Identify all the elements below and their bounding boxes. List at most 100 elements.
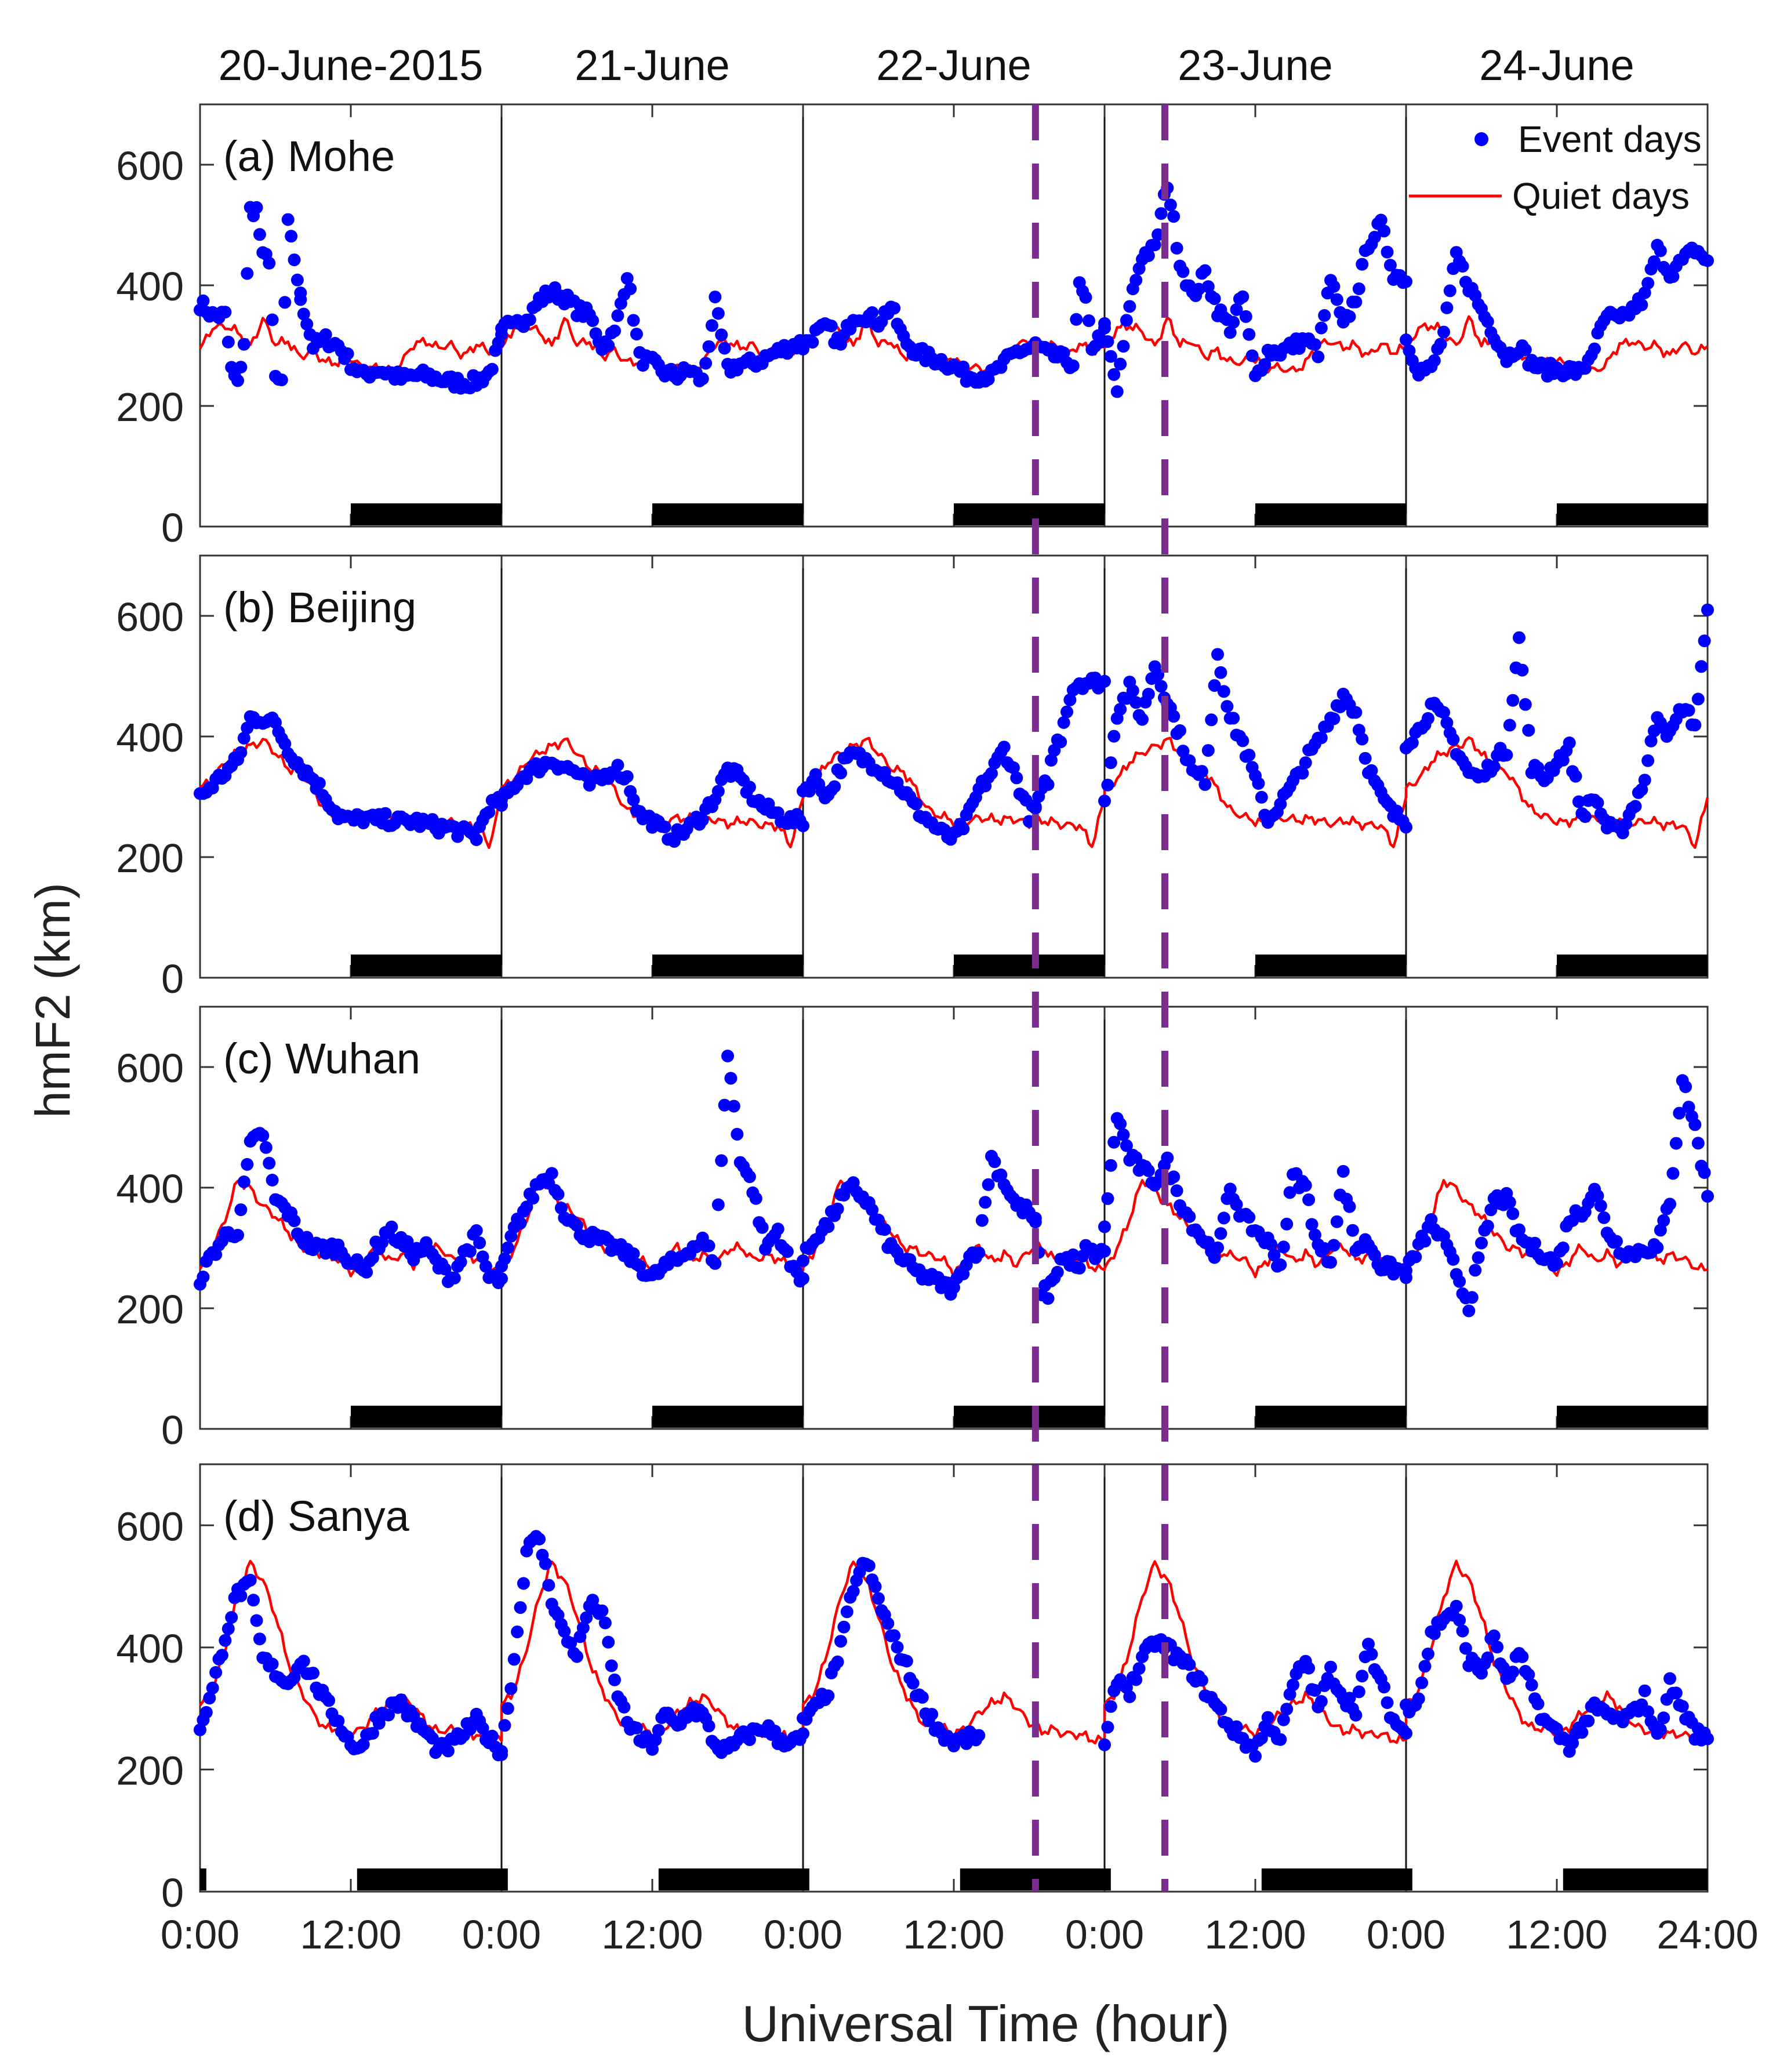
event-dot bbox=[379, 807, 392, 820]
event-dot bbox=[1170, 242, 1183, 255]
event-dot bbox=[1343, 1692, 1356, 1705]
event-dot bbox=[1324, 1660, 1337, 1674]
event-dot bbox=[1227, 315, 1240, 329]
event-dot bbox=[630, 1721, 643, 1734]
event-dot bbox=[1638, 774, 1651, 787]
event-dot bbox=[979, 1196, 992, 1209]
event-dot bbox=[1569, 770, 1582, 783]
event-dot bbox=[831, 1202, 844, 1215]
event-dot bbox=[253, 228, 266, 241]
panel-frame bbox=[199, 554, 1709, 979]
x-tick-label: 0:00 bbox=[1065, 1912, 1144, 1957]
event-dot bbox=[1469, 1264, 1482, 1277]
event-dot bbox=[1054, 735, 1067, 749]
event-dot bbox=[1214, 1227, 1227, 1240]
event-dot bbox=[602, 339, 615, 352]
event-dot bbox=[797, 1272, 809, 1285]
event-dot bbox=[1142, 1164, 1155, 1177]
event-dot bbox=[1243, 1211, 1256, 1224]
event-dot bbox=[1308, 1683, 1321, 1697]
event-dot bbox=[241, 1157, 254, 1171]
event-days-dots bbox=[194, 1530, 1714, 1763]
y-axis-label: hmF2 (km) bbox=[26, 883, 80, 1118]
event-dot bbox=[598, 1616, 612, 1630]
event-dot bbox=[1217, 1211, 1230, 1225]
event-dot bbox=[862, 1559, 876, 1572]
event-dot bbox=[266, 1657, 279, 1671]
nighttime-bar bbox=[1557, 1406, 1708, 1428]
event-dot bbox=[1114, 357, 1127, 371]
event-dot bbox=[1082, 314, 1095, 327]
event-dot bbox=[1164, 198, 1177, 212]
event-dot bbox=[1183, 754, 1196, 767]
event-dot bbox=[545, 1167, 558, 1180]
y-tick-label: 0 bbox=[161, 1407, 184, 1453]
y-tick-label: 200 bbox=[116, 384, 184, 430]
event-dot bbox=[1148, 238, 1161, 252]
event-dot bbox=[526, 1192, 540, 1205]
event-dot bbox=[498, 1252, 511, 1265]
event-dot bbox=[1582, 1714, 1595, 1728]
event-dot bbox=[278, 737, 292, 750]
event-dot bbox=[1437, 706, 1450, 719]
event-dot bbox=[1129, 696, 1143, 709]
event-dot bbox=[724, 1072, 738, 1085]
event-dot bbox=[721, 1050, 734, 1062]
event-dot bbox=[1287, 1678, 1299, 1692]
event-dot bbox=[1330, 1215, 1343, 1228]
event-dot bbox=[718, 342, 731, 355]
event-dot bbox=[1007, 761, 1020, 774]
event-dot bbox=[1114, 703, 1127, 716]
event-dot bbox=[1400, 275, 1412, 288]
event-dot bbox=[297, 307, 310, 321]
event-dot bbox=[900, 1654, 913, 1668]
event-dot bbox=[1029, 801, 1042, 815]
event-dot bbox=[564, 1636, 577, 1650]
day-label: 24-June bbox=[1479, 41, 1634, 89]
event-dot bbox=[1104, 756, 1117, 770]
event-dot bbox=[1104, 1159, 1117, 1172]
event-dot bbox=[250, 1614, 263, 1627]
event-dot bbox=[1195, 765, 1208, 778]
y-tick-label: 600 bbox=[116, 1504, 184, 1549]
x-tick-label: 12:00 bbox=[1506, 1912, 1607, 1957]
event-dot bbox=[1352, 282, 1365, 295]
event-dot bbox=[1107, 368, 1121, 381]
event-dot bbox=[1123, 1690, 1136, 1703]
event-dot bbox=[221, 335, 235, 349]
event-dot bbox=[1409, 1250, 1422, 1264]
event-dot bbox=[711, 307, 725, 320]
event-days-dots bbox=[194, 1050, 1714, 1318]
event-dot bbox=[1556, 1241, 1570, 1254]
event-dot bbox=[1356, 1670, 1369, 1683]
event-dot bbox=[1101, 1192, 1114, 1205]
event-dot bbox=[1472, 1251, 1485, 1264]
event-dot bbox=[1578, 810, 1592, 823]
event-dot bbox=[1205, 713, 1218, 727]
event-dot bbox=[743, 1170, 756, 1184]
event-dot bbox=[1114, 1117, 1127, 1130]
event-dot bbox=[702, 1239, 715, 1253]
event-dot bbox=[1107, 730, 1121, 743]
event-dot bbox=[1236, 290, 1250, 303]
event-dot bbox=[1258, 358, 1272, 371]
event-dot bbox=[1425, 1213, 1438, 1226]
event-dot bbox=[441, 1744, 455, 1758]
event-dot bbox=[1098, 1738, 1111, 1751]
event-dot bbox=[1183, 1658, 1196, 1671]
event-dot bbox=[1274, 1733, 1287, 1746]
event-dot bbox=[1481, 1220, 1494, 1233]
event-dot bbox=[1299, 756, 1312, 770]
event-dot bbox=[1638, 286, 1651, 299]
event-dot bbox=[1208, 292, 1221, 306]
event-dot bbox=[485, 1729, 499, 1743]
event-dot bbox=[878, 1223, 891, 1236]
event-dot bbox=[1691, 692, 1705, 706]
y-tick-label: 600 bbox=[116, 1046, 184, 1091]
event-dot bbox=[1400, 821, 1412, 834]
event-dot bbox=[1434, 338, 1447, 351]
panel-title: (d) Sanya bbox=[223, 1492, 410, 1540]
y-tick-label: 400 bbox=[116, 264, 184, 309]
event-dot bbox=[1277, 1240, 1290, 1254]
